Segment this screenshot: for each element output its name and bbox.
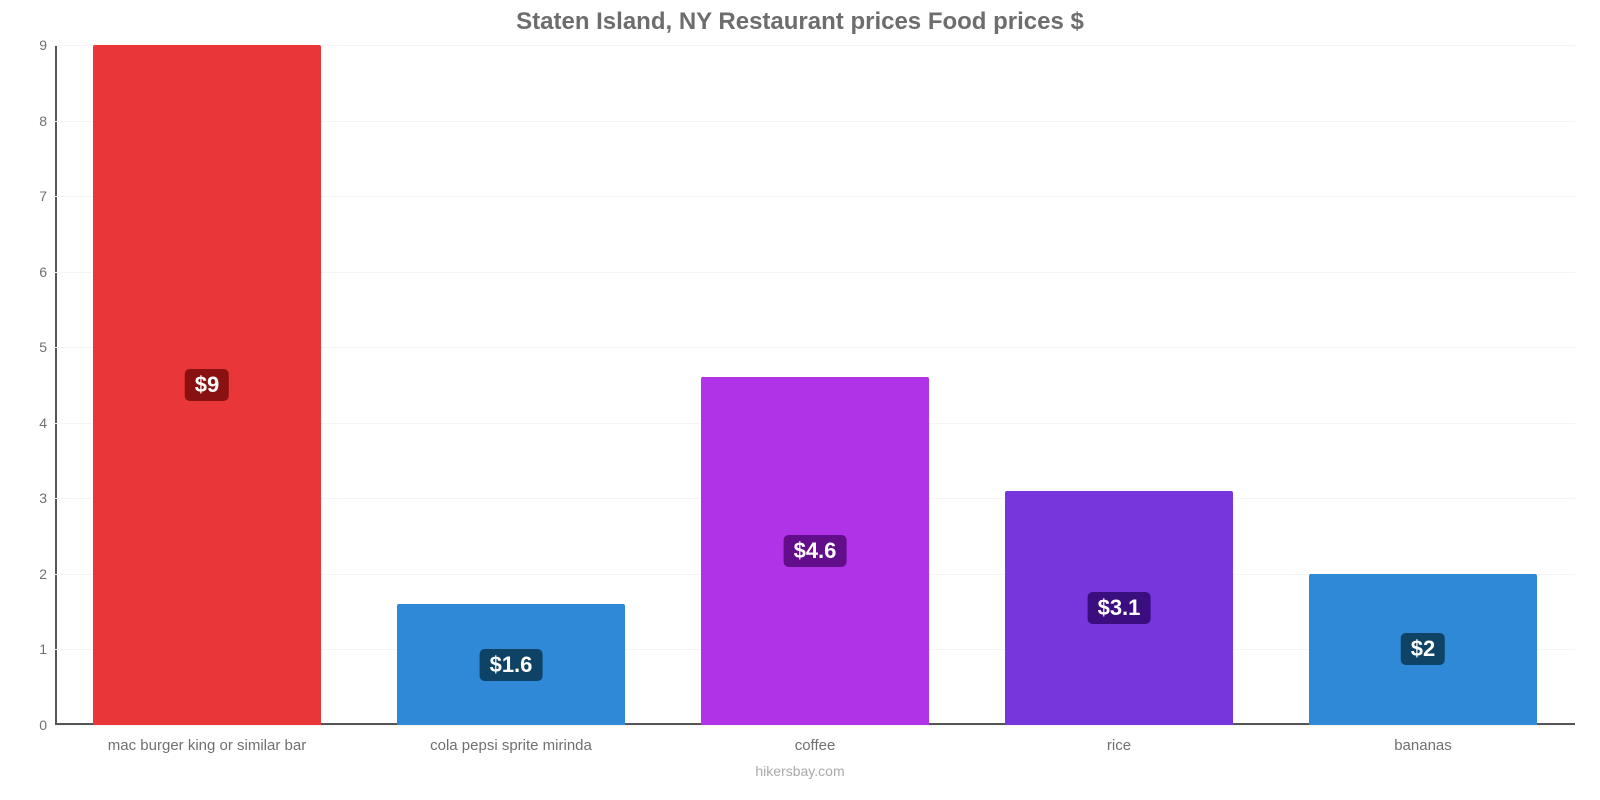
y-tick-label: 6 (39, 264, 47, 280)
x-tick-label: cola pepsi sprite mirinda (430, 737, 592, 754)
gridline (55, 725, 1575, 726)
x-tick-label: mac burger king or similar bar (108, 737, 306, 754)
y-axis (55, 45, 57, 725)
value-label: $1.6 (480, 649, 543, 681)
bar: $4.6 (701, 377, 929, 725)
value-label: $3.1 (1088, 592, 1151, 624)
x-tick-label: bananas (1394, 737, 1452, 754)
y-tick-label: 3 (39, 490, 47, 506)
chart-container: Staten Island, NY Restaurant prices Food… (0, 0, 1600, 800)
bar: $3.1 (1005, 491, 1233, 725)
y-tick-label: 5 (39, 339, 47, 355)
value-label: $2 (1401, 633, 1445, 665)
x-tick-label: coffee (795, 737, 836, 754)
y-tick-label: 1 (39, 641, 47, 657)
bar: $9 (93, 45, 321, 725)
y-tick-label: 2 (39, 566, 47, 582)
x-tick-label: rice (1107, 737, 1131, 754)
y-tick-label: 0 (39, 717, 47, 733)
bar: $1.6 (397, 604, 625, 725)
chart-title: Staten Island, NY Restaurant prices Food… (0, 0, 1600, 36)
value-label: $4.6 (784, 535, 847, 567)
y-tick-label: 9 (39, 37, 47, 53)
bar: $2 (1309, 574, 1537, 725)
y-tick-label: 7 (39, 188, 47, 204)
value-label: $9 (185, 369, 229, 401)
plot-area: 0123456789$9mac burger king or similar b… (55, 45, 1575, 725)
y-tick-label: 8 (39, 113, 47, 129)
y-tick-label: 4 (39, 415, 47, 431)
credit-text: hikersbay.com (755, 763, 844, 779)
